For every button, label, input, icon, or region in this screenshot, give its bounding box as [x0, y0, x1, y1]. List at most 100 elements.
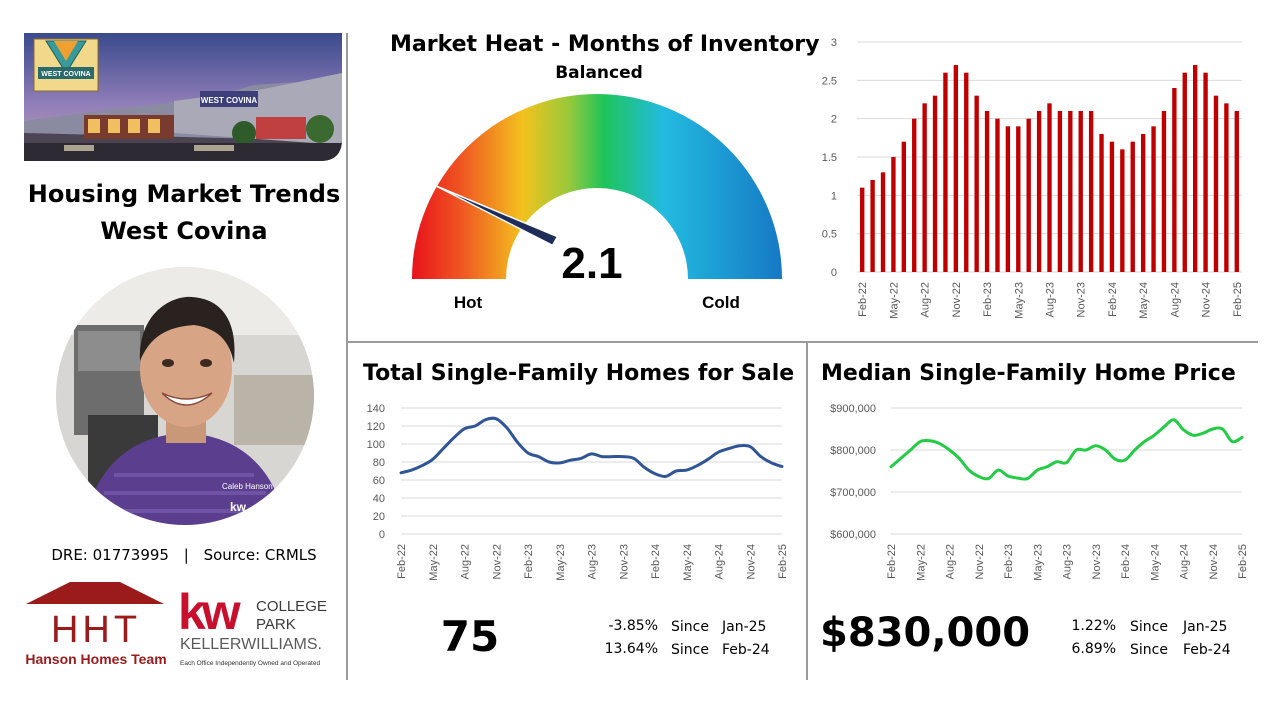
price-xtick-May-23: May-23	[1032, 544, 1044, 581]
horizontal-divider	[348, 341, 1258, 343]
inventory-xtick-Aug-22: Aug-22	[460, 544, 472, 579]
inventory-xtick-May-24: May-24	[682, 544, 694, 581]
bar-ytick-label: 2	[831, 114, 837, 126]
gauge-title: Market Heat - Months of Inventory	[390, 32, 820, 57]
bar-Sep-22	[932, 95, 938, 273]
inventory-ytick-label: 80	[373, 457, 385, 469]
inventory-xtick-Feb-22: Feb-22	[396, 544, 408, 579]
inventory-ytick-label: 20	[373, 511, 385, 523]
price-xtick-May-24: May-24	[1149, 544, 1161, 581]
bar-xtick-Feb-23: Feb-23	[982, 282, 994, 317]
price-change-pct-1: 1.22%	[1071, 618, 1116, 634]
price-xtick-Feb-23: Feb-23	[1003, 544, 1015, 579]
price-ytick-label: $600,000	[830, 529, 876, 541]
bar-Apr-22	[880, 172, 886, 272]
bar-Sep-24	[1182, 72, 1187, 272]
bar-Feb-23	[984, 111, 990, 272]
inventory-change-date-2: Feb-24	[722, 642, 770, 658]
price-change-date-2: Feb-24	[1183, 642, 1231, 658]
bar-Oct-22	[943, 72, 948, 272]
bar-xtick-Aug-22: Aug-22	[920, 282, 932, 317]
west-covina-logo: WEST COVINA	[33, 38, 99, 92]
inventory-change-since-1: Since	[671, 619, 709, 635]
bar-Apr-23	[1005, 126, 1011, 272]
hht-logo: HHT Hanson Homes Team	[25, 582, 167, 667]
bar-Mar-23	[995, 118, 1000, 273]
shirt-brand: kw	[230, 500, 247, 514]
kw-keller: KELLERWILLIAMS.	[180, 636, 322, 653]
hht-team-name: Hanson Homes Team	[25, 651, 166, 667]
kw-college: COLLEGE	[256, 598, 327, 615]
mall-sign-text: WEST COVINA	[201, 96, 258, 105]
bar-ytick-label: 3	[831, 37, 837, 49]
bar-Jun-22	[901, 141, 907, 272]
bar-Nov-22	[953, 65, 959, 272]
dre-separator: |	[183, 546, 189, 564]
gauge-arc	[412, 94, 782, 279]
bar-Feb-22	[860, 187, 865, 272]
sidebar-title-line2: West Covina	[100, 217, 268, 245]
inventory-series-line	[399, 416, 784, 478]
mall-photo: WEST COVINA WEST COVINA	[24, 33, 342, 161]
shirt-name: Caleb Hanson	[222, 482, 273, 491]
price-xtick-Nov-23: Nov-23	[1091, 544, 1103, 579]
inventory-current-value: 75	[440, 612, 500, 661]
bar-xtick-May-23: May-23	[1013, 282, 1025, 319]
price-change-pct-2: 6.89%	[1071, 641, 1116, 657]
price-change-since-1: Since	[1130, 619, 1168, 635]
inventory-xtick-Feb-24: Feb-24	[650, 544, 662, 579]
logo-text: WEST COVINA	[41, 71, 90, 78]
bar-Mar-24	[1120, 149, 1125, 272]
bar-ytick-label: 1.5	[822, 152, 837, 164]
bar-Dec-23	[1088, 111, 1094, 272]
price-xtick-Aug-24: Aug-24	[1179, 544, 1191, 579]
inventory-ytick-label: 60	[373, 475, 385, 487]
price-ytick-label: $900,000	[830, 403, 876, 415]
market-heat-gauge: 2.1 Hot Cold	[412, 94, 782, 312]
bar-ytick-label: 0	[831, 267, 837, 279]
bar-Oct-23	[1068, 111, 1073, 272]
gauge-label-balanced: Balanced	[555, 63, 643, 83]
inventory-xtick-May-22: May-22	[428, 544, 440, 581]
price-xtick-Feb-24: Feb-24	[1120, 544, 1132, 579]
bar-Jul-22	[912, 118, 917, 273]
kw-disclaimer: Each Office Independently Owned and Oper…	[180, 660, 320, 667]
price-xtick-Aug-22: Aug-22	[945, 544, 957, 579]
inventory-change-pct-1: -3.85%	[608, 618, 658, 634]
bar-ytick-label: 0.5	[822, 229, 837, 241]
price-xtick-Nov-24: Nov-24	[1208, 544, 1220, 579]
bar-xtick-Nov-23: Nov-23	[1076, 282, 1088, 317]
inventory-xtick-Feb-25: Feb-25	[777, 544, 789, 579]
gauge-label-hot: Hot	[454, 293, 483, 312]
kw-mark: kw	[178, 584, 241, 640]
inventory-chart-title: Total Single-Family Homes for Sale	[363, 361, 795, 386]
months-inventory-bar-chart: 0 0.5 1 1.5 2 2.5 3 Feb-22 May-22 Aug-22 Nov-22 Feb…	[822, 37, 1244, 319]
price-chart-title: Median Single-Family Home Price	[821, 361, 1236, 386]
bar-ytick-label: 2.5	[822, 75, 837, 87]
hht-letters: HHT	[51, 609, 141, 651]
inventory-ytick-label: 120	[367, 421, 385, 433]
bar-May-23	[1016, 126, 1021, 272]
bar-Jan-23	[974, 95, 979, 273]
inventory-xtick-Nov-24: Nov-24	[745, 544, 757, 579]
gauge-value: 2.1	[561, 239, 622, 288]
inventory-xtick-Feb-23: Feb-23	[523, 544, 535, 579]
kw-logo: kw COLLEGE PARK KELLERWILLIAMS. Each Off…	[178, 584, 327, 667]
bar-xtick-Aug-24: Aug-24	[1169, 282, 1181, 317]
inventory-change-date-1: Jan-25	[722, 619, 767, 635]
sidebar-title: Housing Market Trends West Covina	[24, 176, 344, 250]
gauge-needle	[434, 184, 559, 247]
homes-for-sale-line-chart: 0 20 40 60 80 100 120 140 Feb-22 May-22 Aug-22 Nov-…	[367, 403, 789, 581]
sidebar-title-line1: Housing Market Trends	[27, 180, 341, 208]
inventory-ytick-label: 100	[367, 439, 385, 451]
inventory-xtick-Aug-23: Aug-23	[587, 544, 599, 579]
bar-Aug-24	[1172, 88, 1177, 272]
inventory-xtick-Nov-23: Nov-23	[618, 544, 630, 579]
bar-Jan-24	[1099, 134, 1104, 272]
bar-xtick-Nov-22: Nov-22	[951, 282, 963, 317]
inventory-xtick-Aug-24: Aug-24	[714, 544, 726, 579]
bar-Nov-23	[1078, 111, 1083, 272]
price-ytick-label: $700,000	[830, 487, 876, 499]
data-source: Source: CRMLS	[203, 546, 317, 564]
inventory-change-pct-2: 13.64%	[604, 641, 658, 657]
